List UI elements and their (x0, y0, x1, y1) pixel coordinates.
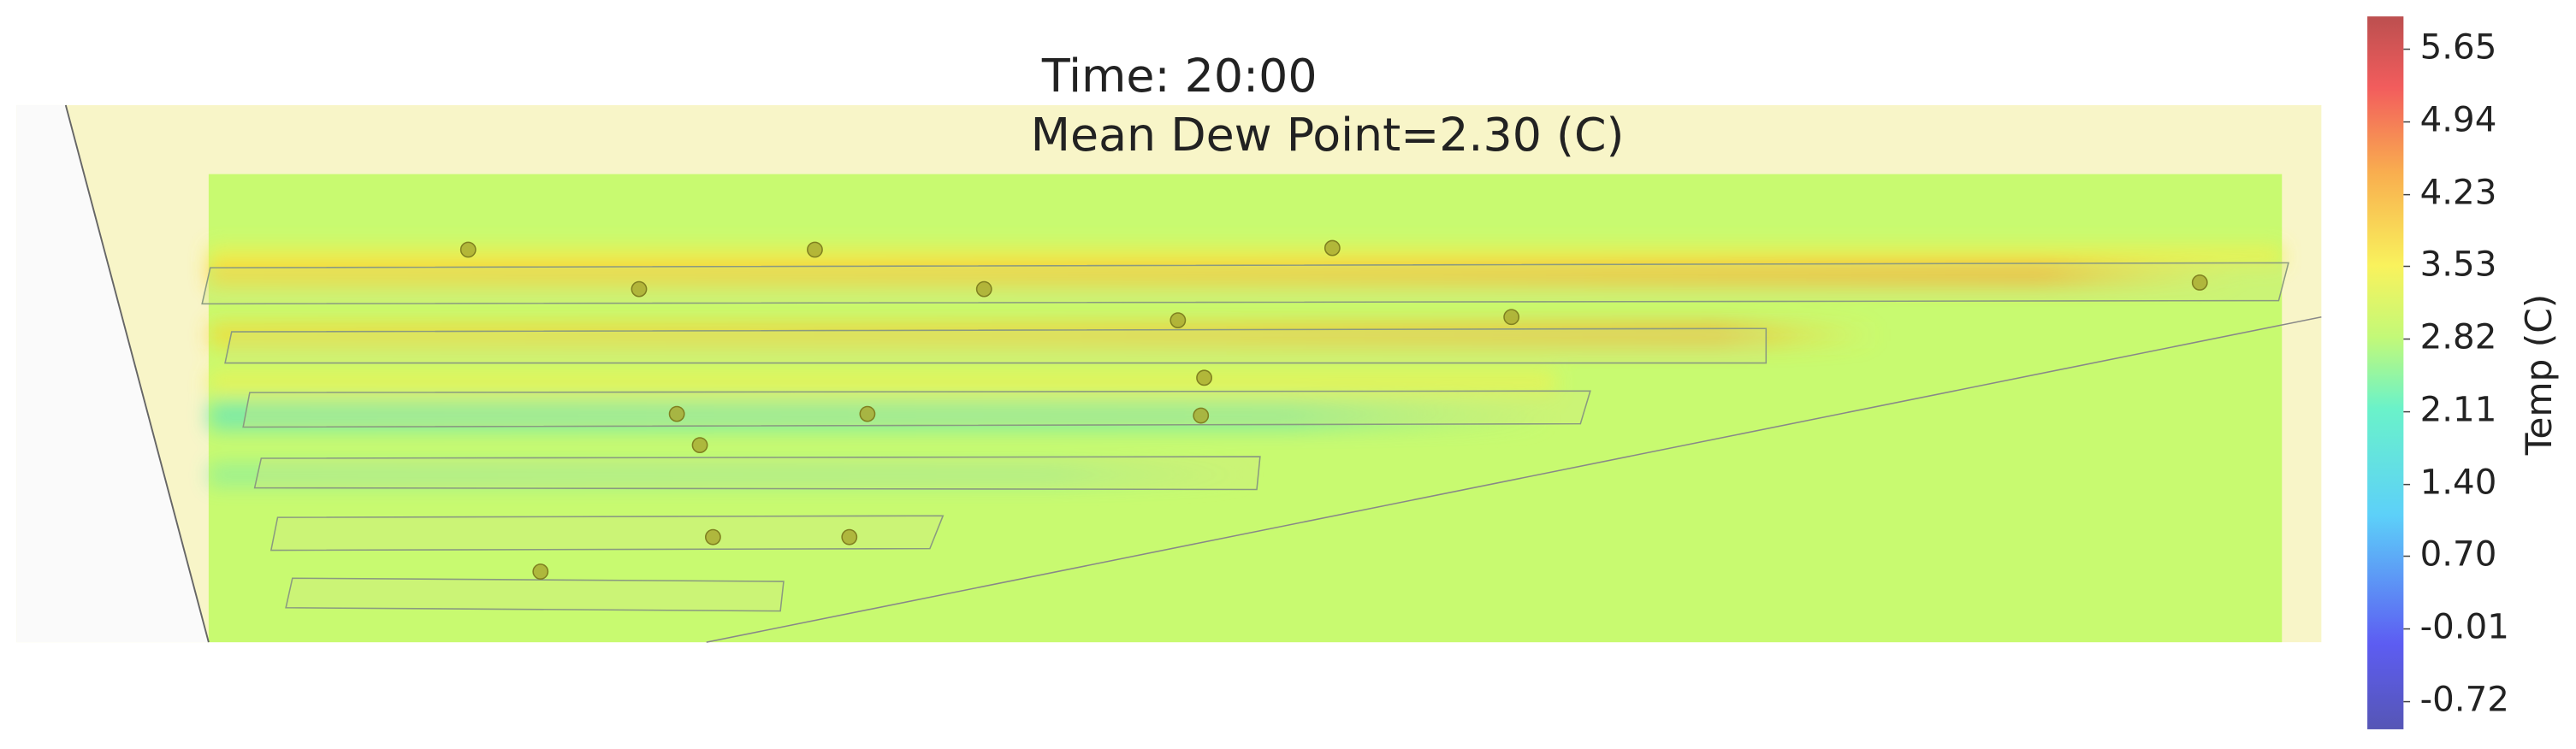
chart-title: Time: 20:00 (1041, 49, 1318, 103)
colorbar-tick-label: 4.23 (2420, 173, 2497, 213)
colorbar-tick-label: -0.72 (2420, 680, 2509, 720)
colorbar-tick-label: 2.11 (2420, 390, 2497, 430)
colorbar (2367, 16, 2404, 729)
colorbar-tick-label: 4.94 (2420, 100, 2497, 140)
field (16, 104, 2322, 643)
colorbar-tick-label: 1.40 (2420, 463, 2497, 503)
colorbar-tick-label: 5.65 (2420, 27, 2497, 68)
colorbar-tick-label: 2.82 (2420, 317, 2497, 357)
colorbar-tick-label: -0.01 (2420, 607, 2509, 647)
colorbar-tick-label: 0.70 (2420, 534, 2497, 574)
colorbar-label: Temp (C) (2518, 294, 2560, 457)
chart-subtitle: Mean Dew Point=2.30 (C) (1031, 108, 1625, 162)
colorbar-tick-label: 3.53 (2420, 244, 2497, 284)
